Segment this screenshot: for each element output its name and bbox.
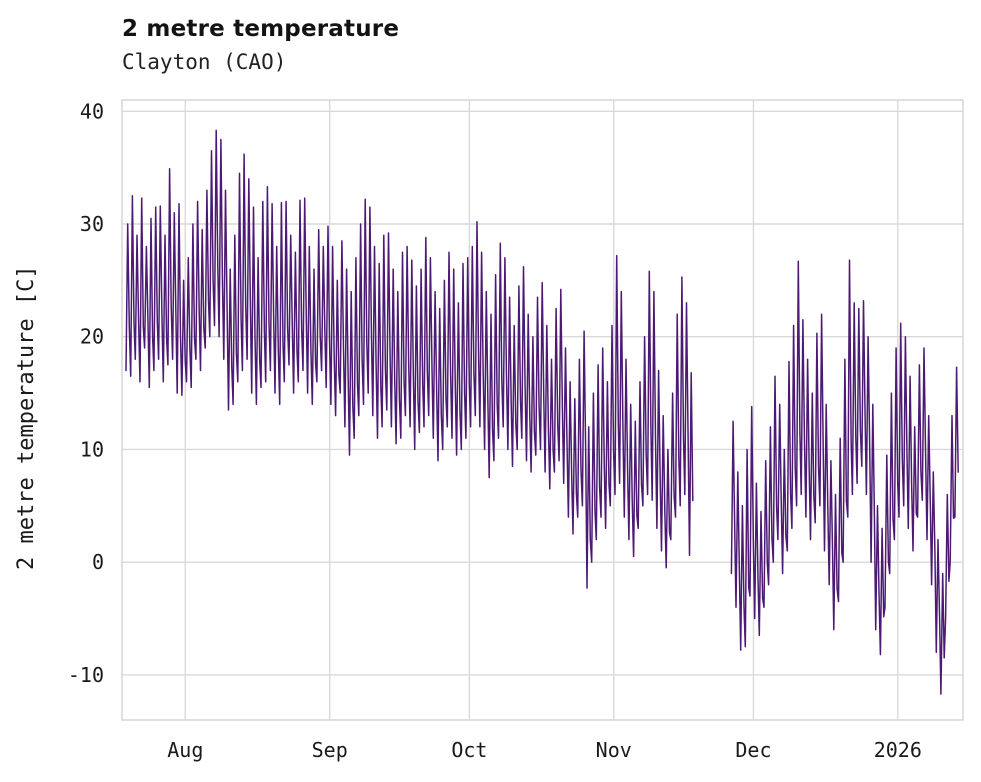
y-tick-label: 40 [80,99,104,123]
y-tick-label: 10 [80,437,104,461]
chart-subtitle: Clayton (CAO) [122,50,287,74]
y-tick-label: 0 [92,550,104,574]
y-tick-label: 30 [80,212,104,236]
chart-title: 2 metre temperature [122,16,400,42]
y-tick-label: 20 [80,325,104,349]
x-tick-label: Aug [167,738,203,762]
temperature-line [125,129,959,695]
x-tick-label: 2026 [874,738,922,762]
plot-frame [121,99,964,721]
x-tick-label: Sep [312,738,348,762]
x-tick-label: Dec [735,738,771,762]
y-tick-label: -10 [68,663,104,687]
x-tick-label: Nov [596,738,632,762]
x-tick-label: Oct [451,738,487,762]
